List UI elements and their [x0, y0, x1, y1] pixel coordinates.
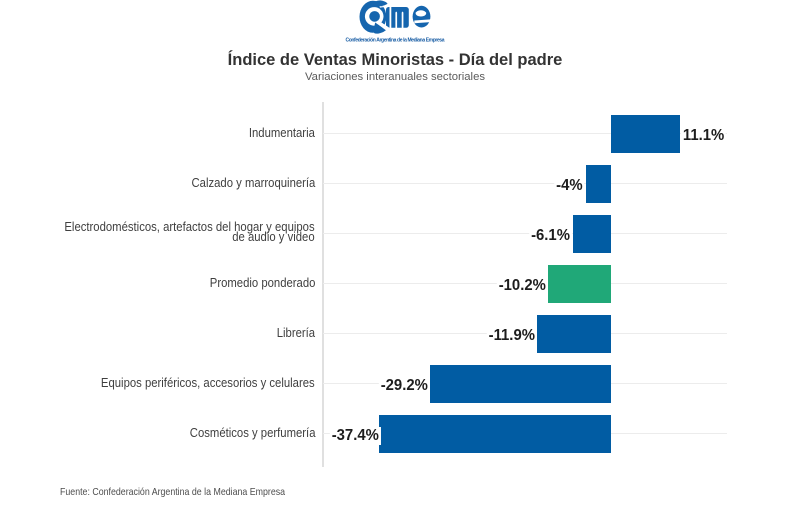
svg-text:Confederación Argentina de la: Confederación Argentina de la Mediana Em…	[346, 38, 445, 44]
